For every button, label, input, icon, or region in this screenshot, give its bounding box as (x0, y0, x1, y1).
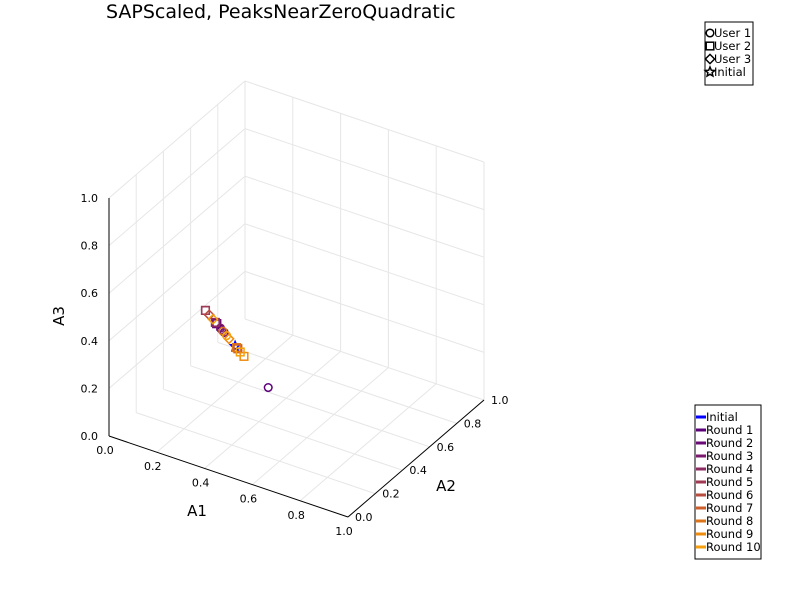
legend-label: Round 2 (706, 436, 753, 450)
z-tick-label: 1.0 (81, 192, 99, 205)
grid-line (156, 334, 294, 453)
z-tick-label: 0.6 (81, 287, 99, 300)
data-point (235, 347, 245, 357)
grid-line (190, 365, 430, 448)
y-tick-label: 0.4 (409, 464, 427, 477)
legend-marker-square (705, 41, 715, 51)
legend-label: User 2 (714, 39, 751, 53)
z-axis-label: A3 (50, 306, 68, 326)
x-tick-label: 0.8 (287, 509, 305, 522)
z-tick-label: 0.2 (81, 382, 99, 395)
grid-line (204, 351, 341, 469)
grid-line (252, 367, 389, 485)
z-tick-label: 0.0 (81, 430, 99, 443)
legend-marker-diamond (704, 53, 716, 65)
grid-line (108, 175, 246, 294)
grid-line (244, 318, 485, 401)
grid-line (163, 388, 403, 471)
z-tick-label: 0.8 (81, 240, 99, 253)
grid-line (108, 223, 246, 342)
y-axis-label: A2 (436, 477, 456, 495)
legend-marker-circle (705, 28, 715, 38)
grid-line (244, 223, 485, 306)
data-points (200, 305, 273, 393)
x-tick-label: 0.2 (144, 460, 162, 473)
y-tick-label: 0.6 (437, 441, 455, 454)
legend-label: Round 8 (706, 514, 753, 528)
x-tick-label: 1.0 (335, 525, 353, 538)
legend-label: Initial (706, 410, 738, 424)
y-tick-label: 0.0 (355, 511, 373, 524)
grid-line (244, 175, 485, 258)
grid-line (244, 80, 485, 163)
grid-line (108, 128, 246, 246)
legend-label: Round 4 (706, 462, 753, 476)
legend-label: Round 10 (706, 540, 761, 554)
legend-marker-star (703, 65, 717, 78)
grid-line (108, 80, 246, 199)
grid-line (299, 383, 437, 502)
legend-label: Round 6 (706, 488, 753, 502)
y-tick-label: 1.0 (491, 394, 509, 407)
legend-label: Round 9 (706, 527, 753, 541)
x-axis-label: A1 (187, 502, 207, 520)
legend-label: Round 7 (706, 501, 753, 515)
tick-labels: 0.00.20.40.60.81.00.00.20.40.60.81.00.00… (50, 192, 509, 538)
legend-label: User 1 (714, 26, 751, 40)
legend-label: Round 1 (706, 423, 753, 437)
legend-label: Initial (714, 65, 746, 79)
grid-line (244, 270, 485, 353)
grid-line (244, 128, 485, 211)
grid-line (108, 271, 246, 389)
grid-line (136, 412, 376, 495)
y-tick-label: 0.8 (464, 417, 482, 430)
data-point (222, 331, 232, 341)
x-axis-line (108, 435, 349, 518)
legend-label: User 3 (714, 52, 751, 66)
axes (108, 198, 485, 518)
data-point (207, 313, 219, 325)
data-point (223, 333, 235, 345)
grid-line (217, 341, 457, 424)
z-tick-label: 0.4 (81, 335, 99, 348)
legend-label: Round 5 (706, 475, 753, 489)
x-tick-label: 0.6 (240, 493, 258, 506)
y-axis-line (347, 399, 485, 518)
y-tick-label: 0.2 (382, 488, 400, 501)
chart-title: SAPScaled, PeaksNearZeroQuadratic (106, 1, 456, 23)
x-tick-label: 0.4 (192, 476, 210, 489)
data-point (263, 382, 273, 393)
x-tick-label: 0.0 (96, 444, 114, 457)
legend-label: Round 3 (706, 449, 753, 463)
data-point (228, 339, 242, 353)
grid-lines (108, 80, 485, 518)
